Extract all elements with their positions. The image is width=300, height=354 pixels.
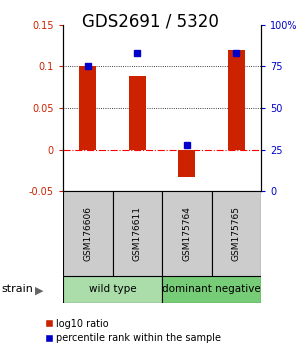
Bar: [212, 191, 261, 276]
Text: wild type: wild type: [89, 284, 136, 295]
Bar: [162, 276, 261, 303]
Legend: log10 ratio, percentile rank within the sample: log10 ratio, percentile rank within the …: [41, 315, 225, 347]
Text: GSM175765: GSM175765: [232, 206, 241, 261]
Bar: [178, 149, 195, 177]
Text: dominant negative: dominant negative: [162, 284, 261, 295]
Text: GSM175764: GSM175764: [182, 206, 191, 261]
Bar: [63, 191, 112, 276]
Text: GSM176611: GSM176611: [133, 206, 142, 261]
Text: ▶: ▶: [34, 285, 43, 296]
Bar: [228, 50, 245, 149]
Text: GDS2691 / 5320: GDS2691 / 5320: [82, 12, 218, 30]
Bar: [162, 191, 211, 276]
Bar: [79, 66, 96, 149]
Bar: [129, 75, 146, 149]
Bar: [112, 191, 162, 276]
Bar: [63, 276, 162, 303]
Text: GSM176606: GSM176606: [83, 206, 92, 261]
Text: strain: strain: [2, 284, 33, 295]
